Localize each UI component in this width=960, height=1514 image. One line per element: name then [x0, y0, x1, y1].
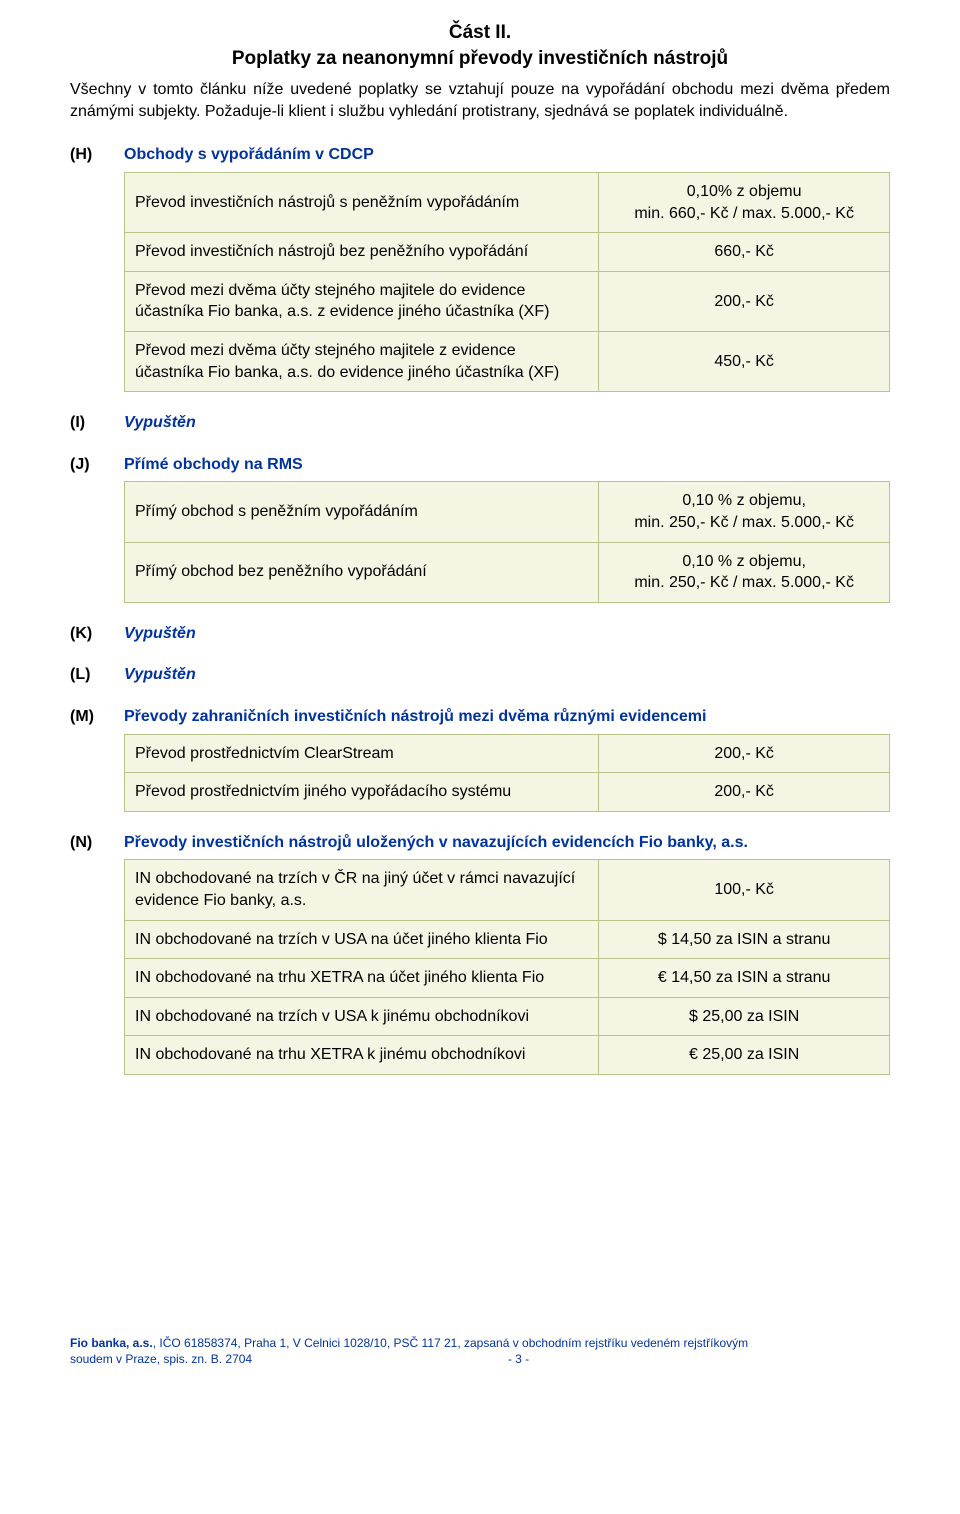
- section-text-l: Vypuštěn: [124, 664, 196, 686]
- fee-table-h: Převod investičních nástrojů s peněžním …: [124, 172, 890, 392]
- footer-line-2: soudem v Praze, spis. zn. B. 2704: [70, 1351, 252, 1367]
- section-code-m: (M): [70, 706, 124, 728]
- title-line-1: Část II.: [70, 20, 890, 46]
- table-row: Převod prostřednictvím jiného vypořádací…: [125, 773, 890, 812]
- fee-label: IN obchodované na trzích v ČR na jiný úč…: [125, 860, 599, 920]
- fee-label: Převod prostřednictvím jiného vypořádací…: [125, 773, 599, 812]
- section-code-k: (K): [70, 623, 124, 645]
- fee-value: 100,- Kč: [599, 860, 890, 920]
- fee-value: 450,- Kč: [599, 332, 890, 392]
- fee-label: IN obchodované na trzích v USA k jinému …: [125, 997, 599, 1036]
- section-code-i: (I): [70, 412, 124, 434]
- fee-value: € 14,50 za ISIN a stranu: [599, 959, 890, 998]
- fee-label: Převod prostřednictvím ClearStream: [125, 734, 599, 773]
- title-line-2: Poplatky za neanonymní převody investičn…: [70, 46, 890, 72]
- table-row: Převod investičních nástrojů bez peněžní…: [125, 233, 890, 272]
- section-heading-h: Obchody s vypořádáním v CDCP: [124, 144, 374, 166]
- fee-label: Převod mezi dvěma účty stejného majitele…: [125, 332, 599, 392]
- table-row: Převod mezi dvěma účty stejného majitele…: [125, 271, 890, 331]
- fee-table-n: IN obchodované na trzích v ČR na jiný úč…: [124, 859, 890, 1075]
- fee-value: € 25,00 za ISIN: [599, 1036, 890, 1075]
- table-row: IN obchodované na trzích v USA k jinému …: [125, 997, 890, 1036]
- table-row: IN obchodované na trzích v ČR na jiný úč…: [125, 860, 890, 920]
- fee-table-m: Převod prostřednictvím ClearStream200,- …: [124, 734, 890, 812]
- section-code-l: (L): [70, 664, 124, 686]
- section-code-j: (J): [70, 454, 124, 476]
- section-heading-n: Převody investičních nástrojů uložených …: [124, 832, 748, 854]
- fee-label: IN obchodované na trzích v USA na účet j…: [125, 920, 599, 959]
- fee-value: 200,- Kč: [599, 271, 890, 331]
- intro-paragraph: Všechny v tomto článku níže uvedené popl…: [70, 79, 890, 122]
- fee-table-j: Přímý obchod s peněžním vypořádáním0,10 …: [124, 481, 890, 602]
- section-heading-j: Přímé obchody na RMS: [124, 454, 303, 476]
- section-text-i: Vypuštěn: [124, 412, 196, 434]
- fee-value: 0,10% z objemumin. 660,- Kč / max. 5.000…: [599, 173, 890, 233]
- fee-value: 0,10 % z objemu,min. 250,- Kč / max. 5.0…: [599, 482, 890, 542]
- section-code-n: (N): [70, 832, 124, 854]
- fee-label: IN obchodované na trhu XETRA k jinému ob…: [125, 1036, 599, 1075]
- table-row: Převod investičních nástrojů s peněžním …: [125, 173, 890, 233]
- fee-value: 200,- Kč: [599, 734, 890, 773]
- fee-label: Převod mezi dvěma účty stejného majitele…: [125, 271, 599, 331]
- fee-label: Převod investičních nástrojů bez peněžní…: [125, 233, 599, 272]
- page-number: - 3 -: [508, 1351, 529, 1367]
- fee-label: Přímý obchod bez peněžního vypořádání: [125, 542, 599, 602]
- table-row: IN obchodované na trhu XETRA k jinému ob…: [125, 1036, 890, 1075]
- fee-label: IN obchodované na trhu XETRA na účet jin…: [125, 959, 599, 998]
- section-text-k: Vypuštěn: [124, 623, 196, 645]
- section-code-h: (H): [70, 144, 124, 166]
- table-row: Přímý obchod bez peněžního vypořádání0,1…: [125, 542, 890, 602]
- table-row: Přímý obchod s peněžním vypořádáním0,10 …: [125, 482, 890, 542]
- fee-value: 660,- Kč: [599, 233, 890, 272]
- fee-value: $ 14,50 za ISIN a stranu: [599, 920, 890, 959]
- table-row: IN obchodované na trhu XETRA na účet jin…: [125, 959, 890, 998]
- fee-label: Převod investičních nástrojů s peněžním …: [125, 173, 599, 233]
- fee-label: Přímý obchod s peněžním vypořádáním: [125, 482, 599, 542]
- table-row: IN obchodované na trzích v USA na účet j…: [125, 920, 890, 959]
- fee-value: 200,- Kč: [599, 773, 890, 812]
- fee-value: $ 25,00 za ISIN: [599, 997, 890, 1036]
- fee-value: 0,10 % z objemu,min. 250,- Kč / max. 5.0…: [599, 542, 890, 602]
- section-heading-m: Převody zahraničních investičních nástro…: [124, 706, 706, 728]
- table-row: Převod prostřednictvím ClearStream200,- …: [125, 734, 890, 773]
- table-row: Převod mezi dvěma účty stejného majitele…: [125, 332, 890, 392]
- footer-line-1: Fio banka, a.s., IČO 61858374, Praha 1, …: [70, 1336, 748, 1350]
- page-footer: Fio banka, a.s., IČO 61858374, Praha 1, …: [70, 1335, 890, 1367]
